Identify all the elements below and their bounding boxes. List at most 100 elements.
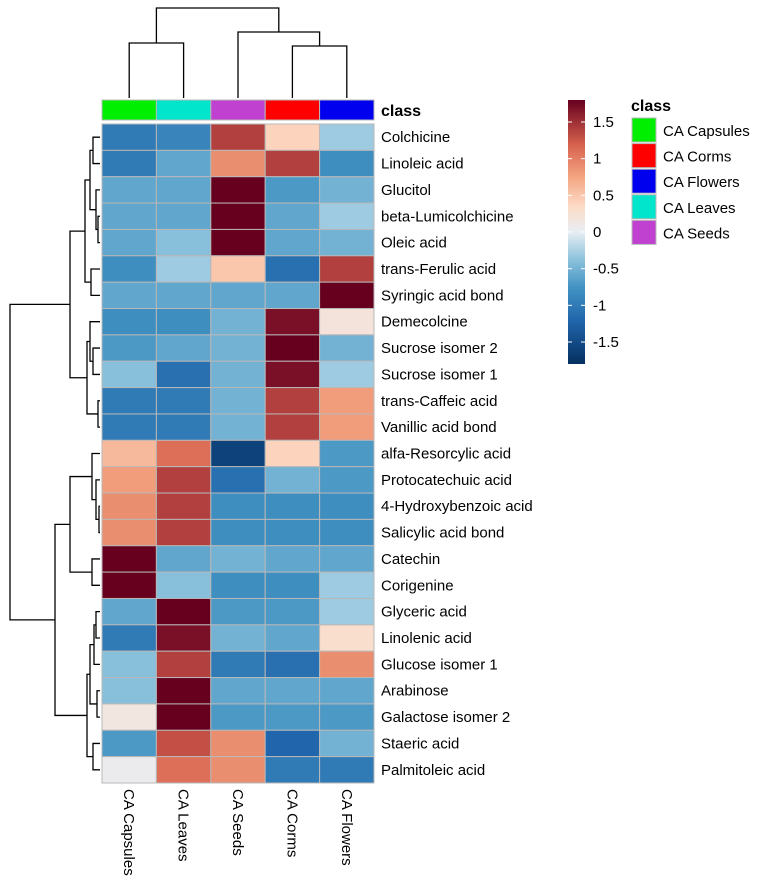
heat-cell-syringic-acid-bond-ca-corms xyxy=(264,281,321,310)
heat-cell-beta-lumicolchicine-ca-leaves xyxy=(155,202,212,230)
column-label-ca-leaves: CA Leaves xyxy=(175,789,192,862)
heat-cell-corigenine-ca-capsules xyxy=(101,571,157,599)
class-bar-ca-flowers xyxy=(319,99,375,121)
row-dendrogram-branch xyxy=(89,321,100,362)
row-label-palmitoleic-acid: Palmitoleic acid xyxy=(381,762,485,779)
heat-cell-beta-lumicolchicine-ca-seeds xyxy=(210,202,266,230)
column-label-ca-seeds: CA Seeds xyxy=(229,789,246,856)
heat-cell-trans-caffeic-acid-ca-capsules xyxy=(101,387,157,415)
row-label-alfa-resorcylic-acid: alfa-Resorcylic acid xyxy=(381,446,511,463)
row-label-catechin: Catechin xyxy=(381,551,440,568)
column-label-ca-flowers: CA Flowers xyxy=(338,789,355,866)
heat-cell-glucose-isomer-1-ca-corms xyxy=(264,650,321,679)
heat-cell-corigenine-ca-corms xyxy=(264,571,321,599)
row-label-trans-caffeic-acid: trans-Caffeic acid xyxy=(381,393,497,410)
heat-cell-sucrose-isomer-2-ca-corms xyxy=(264,334,321,362)
heat-cell-linoleic-acid-ca-leaves xyxy=(155,149,212,178)
heat-cell-sucrose-isomer-1-ca-seeds xyxy=(210,360,266,389)
heat-cell-trans-ferulic-acid-ca-capsules xyxy=(101,255,157,283)
row-dendrogram-branch xyxy=(98,505,100,534)
color-scale-tick-label: -1 xyxy=(593,297,606,314)
class-legend-title: class xyxy=(631,98,671,115)
heat-cell-protocatechuic-acid-ca-seeds xyxy=(210,466,266,494)
heat-cell-trans-ferulic-acid-ca-corms xyxy=(264,255,321,283)
heat-cell-staeric-acid-ca-flowers xyxy=(319,729,375,758)
legend-label-ca-leaves: CA Leaves xyxy=(663,200,736,217)
heat-cell-sucrose-isomer-2-ca-flowers xyxy=(319,334,375,362)
heat-cell-staeric-acid-ca-capsules xyxy=(101,729,157,758)
heat-cell-colchicine-ca-corms xyxy=(264,123,321,151)
row-label-staeric-acid: Staeric acid xyxy=(381,735,459,752)
heat-cell-staeric-acid-ca-seeds xyxy=(210,729,266,758)
heat-cell-glyceric-acid-ca-corms xyxy=(264,597,321,626)
row-labels: Colchicine Linoleic acid Glucitol beta-Lumi… xyxy=(381,129,533,779)
heat-cell-glyceric-acid-ca-capsules xyxy=(101,597,157,626)
heat-cell-vanillic-acid-bond-ca-leaves xyxy=(155,413,212,441)
heat-cell-salicylic-acid-bond-ca-leaves xyxy=(155,518,212,547)
heat-cell-galactose-isomer-2-ca-leaves xyxy=(155,703,212,731)
heat-cell-protocatechuic-acid-ca-flowers xyxy=(319,466,375,494)
row-label-glucitol: Glucitol xyxy=(381,182,431,199)
heat-cell-glucitol-ca-capsules xyxy=(101,176,157,204)
heat-cell-salicylic-acid-bond-ca-flowers xyxy=(319,518,375,547)
heat-cell-beta-lumicolchicine-ca-flowers xyxy=(319,202,375,230)
heatmap-cells xyxy=(101,123,375,784)
heat-cell-demecolcine-ca-flowers xyxy=(319,308,375,336)
row-dendrogram-branch xyxy=(95,611,100,639)
row-label-salicylic-acid-bond: Salicylic acid bond xyxy=(381,525,504,542)
heat-cell-sucrose-isomer-1-ca-flowers xyxy=(319,360,375,389)
legend-swatch-ca-leaves xyxy=(631,194,657,220)
heat-cell-sucrose-isomer-1-ca-corms xyxy=(264,360,321,389)
row-dendrogram xyxy=(9,136,100,771)
row-label-galactose-isomer-2: Galactose isomer 2 xyxy=(381,709,510,726)
row-dendrogram-branch xyxy=(92,742,100,771)
legend-label-ca-capsules: CA Capsules xyxy=(663,123,750,140)
heat-cell-sucrose-isomer-2-ca-seeds xyxy=(210,334,266,362)
legend-label-ca-seeds: CA Seeds xyxy=(663,225,730,242)
row-dendrogram-branch xyxy=(93,624,100,666)
heat-cell-protocatechuic-acid-ca-capsules xyxy=(101,466,157,494)
heat-cell-demecolcine-ca-corms xyxy=(264,308,321,336)
row-dendrogram-branch xyxy=(69,475,92,573)
heat-cell-syringic-acid-bond-ca-seeds xyxy=(210,281,266,310)
heat-cell-alfa-resorcylic-acid-ca-flowers xyxy=(319,439,375,468)
heat-cell-trans-caffeic-acid-ca-leaves xyxy=(155,387,212,415)
heat-cell-glyceric-acid-ca-flowers xyxy=(319,597,375,626)
heat-cell-salicylic-acid-bond-ca-seeds xyxy=(210,518,266,547)
heat-cell-syringic-acid-bond-ca-capsules xyxy=(101,281,157,310)
heat-cell-oleic-acid-ca-capsules xyxy=(101,228,157,257)
heat-cell-palmitoleic-acid-ca-leaves xyxy=(155,756,212,784)
heat-cell-oleic-acid-ca-flowers xyxy=(319,228,375,257)
heat-cell-glucitol-ca-corms xyxy=(264,176,321,204)
heat-cell-alfa-resorcylic-acid-ca-capsules xyxy=(101,439,157,468)
heat-cell-staeric-acid-ca-corms xyxy=(264,729,321,758)
heat-cell-glucose-isomer-1-ca-seeds xyxy=(210,650,266,679)
row-dendrogram-branch xyxy=(97,400,100,428)
heat-cell-linoleic-acid-ca-capsules xyxy=(101,149,157,178)
heat-cell-catechin-ca-capsules xyxy=(101,545,157,573)
heat-cell-galactose-isomer-2-ca-seeds xyxy=(210,703,266,731)
heat-cell-linoleic-acid-ca-flowers xyxy=(319,149,375,178)
heat-cell-glucose-isomer-1-ca-leaves xyxy=(155,650,212,679)
heat-cell-beta-lumicolchicine-ca-corms xyxy=(264,202,321,230)
heat-cell-sucrose-isomer-1-ca-leaves xyxy=(155,360,212,389)
heat-cell-demecolcine-ca-capsules xyxy=(101,308,157,336)
heat-cell-trans-ferulic-acid-ca-flowers xyxy=(319,255,375,283)
heat-cell-arabinose-ca-corms xyxy=(264,677,321,705)
row-label-linoleic-acid: Linoleic acid xyxy=(381,156,464,173)
heat-cell-glucitol-ca-leaves xyxy=(155,176,212,204)
heat-cell-galactose-isomer-2-ca-flowers xyxy=(319,703,375,731)
column-dendrogram-branch xyxy=(128,42,185,98)
heat-cell-trans-caffeic-acid-ca-flowers xyxy=(319,387,375,415)
heat-cell-catechin-ca-seeds xyxy=(210,545,266,573)
row-label-beta-lumicolchicine: beta-Lumicolchicine xyxy=(381,208,514,225)
column-label-ca-corms: CA Corms xyxy=(283,789,300,857)
row-dendrogram-branch xyxy=(97,215,100,244)
class-annotation-label: class xyxy=(381,103,421,120)
heat-cell-vanillic-acid-bond-ca-capsules xyxy=(101,413,157,441)
heat-cell-alfa-resorcylic-acid-ca-seeds xyxy=(210,439,266,468)
heat-cell-palmitoleic-acid-ca-corms xyxy=(264,756,321,784)
heat-cell-oleic-acid-ca-corms xyxy=(264,228,321,257)
heat-cell-protocatechuic-acid-ca-leaves xyxy=(155,466,212,494)
